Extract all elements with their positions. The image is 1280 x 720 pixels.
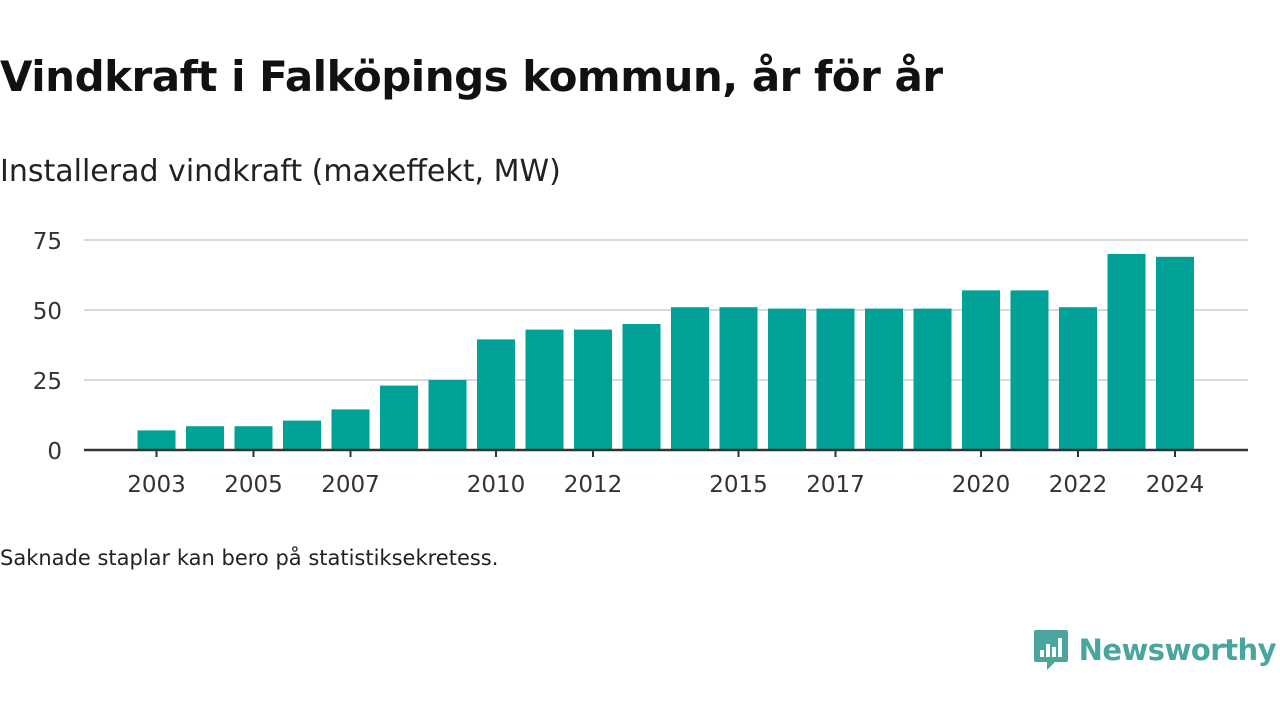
- chart-subtitle: Installerad vindkraft (maxeffekt, MW): [0, 154, 561, 189]
- x-tick-label: 2020: [952, 472, 1011, 498]
- bar-2014: [671, 307, 709, 450]
- chart-title: Vindkraft i Falköpings kommun, år för år: [0, 52, 943, 101]
- bar-2010: [477, 339, 515, 450]
- x-tick-label: 2022: [1049, 472, 1108, 498]
- bar-2008: [380, 385, 418, 450]
- x-tick-label: 2010: [467, 472, 526, 498]
- bar-2022: [1059, 307, 1097, 450]
- x-tick-label: 2017: [806, 472, 865, 498]
- x-tick-label: 2007: [321, 472, 380, 498]
- bar-2017: [816, 308, 855, 450]
- bar-chart: 0 25 50 75 2003 2005 2007 2010 2012 2015 2017 2020 2…: [33, 229, 1248, 498]
- bar-2006: [283, 420, 321, 450]
- x-tick-label: 2003: [127, 472, 186, 498]
- bar-2015: [719, 307, 758, 450]
- y-tick-label: 75: [33, 229, 62, 255]
- brand-logo: Newsworthy: [1033, 628, 1277, 672]
- bar-2013: [622, 324, 661, 450]
- footnote: Saknade staplar kan bero på statistiksek…: [0, 546, 499, 570]
- x-tick-label: 2012: [564, 472, 623, 498]
- bar-2021: [1010, 290, 1049, 450]
- bar-2009: [428, 380, 467, 450]
- x-tick-label: 2024: [1146, 472, 1205, 498]
- bar-2016: [768, 308, 806, 450]
- bar-2024: [1156, 256, 1194, 450]
- brand-name: Newsworthy: [1078, 633, 1277, 667]
- bar-2012: [574, 329, 612, 450]
- bar-2011: [525, 329, 564, 450]
- bar-2003: [137, 430, 176, 450]
- bar-2007: [331, 409, 370, 450]
- y-tick-label: 0: [47, 439, 62, 465]
- newsworthy-logo-icon: [1033, 630, 1068, 670]
- bar-2023: [1107, 254, 1146, 450]
- bar-2005: [234, 426, 273, 450]
- bar-2019: [913, 308, 952, 450]
- y-tick-label: 50: [33, 299, 62, 325]
- x-tick-label: 2005: [224, 472, 283, 498]
- bar-2020: [962, 290, 1000, 450]
- bar-2004: [186, 426, 224, 450]
- bar-2018: [865, 308, 903, 450]
- x-tick-label: 2015: [709, 472, 768, 498]
- y-tick-label: 25: [33, 369, 62, 395]
